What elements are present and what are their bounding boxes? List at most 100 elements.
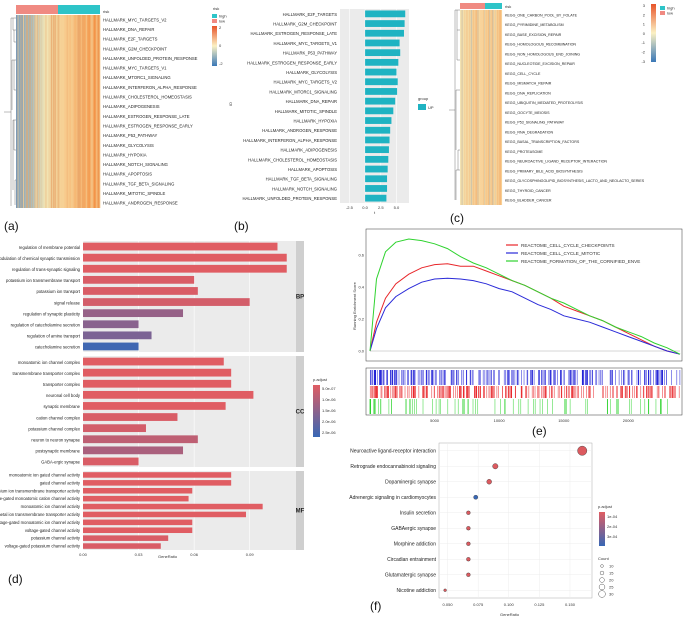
panel-c-row-label: KEGG_BLADDER_CANCER <box>505 199 552 203</box>
panel-c-row-label: KEGG_NEUROACTIVE_LIGAND_RECEPTOR_INTERAC… <box>505 160 607 164</box>
panel-c-heatmap-stripe <box>466 10 468 205</box>
panel-a-heatmap-stripe <box>22 15 24 208</box>
panel-d-strip <box>296 471 304 550</box>
panel-c-heatmap-stripe <box>498 10 500 205</box>
panel-f-x-tick: 0.125 <box>534 602 545 607</box>
panel-d-legend-colorbar <box>313 385 320 437</box>
panel-c-heatmap-stripe <box>498 10 500 205</box>
panel-c-colorbar-tick: 2 <box>643 12 646 17</box>
panel-a-heatmap-stripe <box>96 15 98 208</box>
panel-b-category-label: HALLMARK_TGF_BETA_SIGNALING <box>266 177 337 182</box>
panel-f-legend-padj-tick: 3e-04 <box>607 534 618 539</box>
panel-a-heatmap-stripe <box>20 15 22 208</box>
panel-f-category-label: Nicotine addiction <box>397 588 437 594</box>
panel-d-bar <box>83 413 178 421</box>
panel-f-legend-count-tick: 15 <box>609 571 614 576</box>
panel-b-xlabel: t <box>374 210 376 215</box>
panel-a-colorbar-tick-0: 0 <box>219 43 222 48</box>
panel-a-heatmap-stripe <box>28 15 31 208</box>
panel-b-bar <box>365 136 390 144</box>
panel-a-row-label: HALLMARK_MTORC1_SIGNALING <box>103 75 171 80</box>
panel-b-bar <box>365 146 389 154</box>
panel-f-x-tick: 0.100 <box>504 602 515 607</box>
panel-e-y-tick: 0.0 <box>358 349 364 354</box>
panel-f-grid <box>439 443 592 598</box>
panel-f-legend-padj-ticks: 1e-04 2e-04 3e-04 <box>607 514 618 539</box>
panel-a-heatmap-stripe <box>35 15 38 208</box>
panel-c-heatmap-stripe <box>484 10 486 205</box>
panel-e-legend: REACTOME_CELL_CYCLE_CHECKPOINTS REACTOME_… <box>506 243 640 264</box>
panel-a-row-label: HALLMARK_MYC_TARGETS_V1 <box>103 66 167 71</box>
panel-d-legend-tick: 1.5e-06 <box>322 408 336 413</box>
panel-c-heatmap-stripe <box>474 10 477 205</box>
panel-c-colorbar-tick: 3 <box>643 3 646 8</box>
panel-d-facet-cc: CC monoatomic ion channel complex transmem… <box>13 356 305 467</box>
panel-c-heatmap-stripe <box>495 10 497 205</box>
panel-a-heatmap-stripe <box>92 15 94 208</box>
panel-b-category-label: HALLMARK_APOPTOSIS <box>288 167 337 172</box>
panel-c-risk-low-bar <box>460 3 485 9</box>
panel-f-x-tick: 0.075 <box>473 602 484 607</box>
panel-c-colorbar <box>651 4 656 62</box>
panel-a-heatmap-stripe <box>57 15 59 208</box>
panel-f-plot-frame <box>438 442 593 599</box>
panel-c-row-label: KEGG_P53_SIGNALING_PATHWAY <box>505 121 565 125</box>
panel-b-category-label: HALLMARK_ANDROGEN_RESPONSE <box>262 128 337 133</box>
panel-c-dendrogram <box>449 9 460 200</box>
panel-d-category-label: potassium channel complex <box>28 426 81 431</box>
panel-c-heatmap-stripe <box>464 10 466 205</box>
panel-d-category-label: gated channel activity <box>40 480 81 485</box>
panel-a-risk-low-bar <box>16 5 58 14</box>
panel-f-legend-count-tick: 30 <box>609 592 614 597</box>
panel-e-ylabel: Running Enrichment Score <box>352 281 357 330</box>
panel-a-heatmap-stripe <box>35 15 38 208</box>
panel-d-legend-tick: 2.0e-06 <box>322 419 336 424</box>
panel-c-row-label: KEGG_HOMOLOGOUS_RECOMBINATION <box>505 43 576 47</box>
panel-a-heatmap-stripe <box>95 15 98 208</box>
panel-c-row-label: KEGG_BASE_EXCISION_REPAIR <box>505 33 562 37</box>
panel-f-category-label: Morphine addiction <box>394 541 436 547</box>
panel-a-heatmap-stripe <box>91 15 93 208</box>
panel-a-heatmap-stripe <box>97 15 100 208</box>
panel-d-category-label: voltage-gated monoatomic ion channel act… <box>0 520 81 525</box>
panel-f-category-label: Glutamatergic synapse <box>385 572 436 578</box>
panel-a-heatmap-stripe <box>35 15 38 208</box>
panel-b-bar <box>365 117 392 124</box>
panel-a-heatmap-stripe <box>41 15 43 208</box>
panel-f-point <box>466 541 471 546</box>
panel-b-bar <box>365 78 398 86</box>
panel-a-label: (a) <box>4 219 19 233</box>
panel-d-bar <box>83 472 232 478</box>
panel-c-legend: high low 3 2 1 0 -1 -2 -3 <box>641 3 674 64</box>
panel-d-bar <box>83 253 287 262</box>
panel-a-heatmap-stripe <box>23 15 24 208</box>
panel-c-heatmap-stripe <box>461 10 463 205</box>
panel-d-bar <box>83 527 193 534</box>
panel-d-facet-bp: BP regulation of membrane potential modula… <box>0 241 304 352</box>
panel-c-heatmap-stripe <box>463 10 465 205</box>
panel-c-colorbar-ticks: 3 2 1 0 -1 -2 -3 <box>641 3 645 64</box>
panel-f-point <box>466 572 471 577</box>
panel-c-heatmap-stripe <box>500 10 502 205</box>
panel-d-strip-label: MF <box>296 509 305 515</box>
panel-c-colorbar-tick: -3 <box>641 59 645 64</box>
panel-f-legend-padj-tick: 2e-04 <box>607 524 618 529</box>
panel-c-heatmap-stripe <box>460 10 462 205</box>
panel-d-x-tick: 0.06 <box>190 552 199 557</box>
panel-c-heatmap-stripe <box>501 10 502 205</box>
panel-c-heatmap-stripe <box>487 10 489 205</box>
panel-d-category-label: regulation of membrane potential <box>19 245 80 250</box>
panel-a-heatmap-stripe <box>77 15 79 208</box>
panel-a-row-label: HALLMARK_MITOTIC_SPINDLE <box>103 191 165 196</box>
panel-a-row-label: HALLMARK_ESTROGEN_RESPONSE_EARLY <box>103 123 193 128</box>
panel-a-row-label: HALLMARK_APOPTOSIS <box>103 172 152 177</box>
panel-a-heatmap-stripe <box>71 15 72 208</box>
panel-b-bar <box>365 165 388 173</box>
panel-c-heatmap-stripe <box>479 10 480 205</box>
panel-f-points <box>443 445 588 592</box>
panel-e-label: (e) <box>532 424 547 438</box>
panel-e-x-ticks: 5000 10000 15000 20000 <box>430 418 635 423</box>
panel-f-x-tick: 0.150 <box>565 602 576 607</box>
panel-b-category-label: HALLMARK_MYC_TARGETS_V1 <box>274 41 338 46</box>
panel-a-heatmap-stripe <box>36 15 38 208</box>
